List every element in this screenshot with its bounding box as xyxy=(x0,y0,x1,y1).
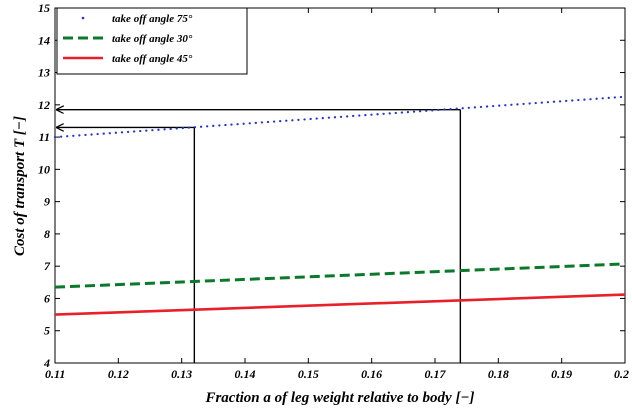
x-tick-label: 0.17 xyxy=(425,367,447,381)
y-tick-label: 9 xyxy=(44,195,50,209)
y-tick-label: 12 xyxy=(38,98,50,112)
x-tick-label: 0.18 xyxy=(488,367,509,381)
y-tick-label: 13 xyxy=(38,66,50,80)
y-tick-label: 11 xyxy=(39,130,50,144)
x-tick-label: 0.16 xyxy=(361,367,382,381)
y-tick-label: 14 xyxy=(38,33,50,47)
series-line-0 xyxy=(53,95,627,139)
y-tick-label: 5 xyxy=(44,324,50,338)
legend-box xyxy=(56,7,248,75)
x-tick-label: 0.2 xyxy=(614,367,629,381)
x-tick-label: 0.11 xyxy=(45,367,65,381)
y-axis-ticks: 4 5 6 7 8 9 10 11 12 13 14 15 xyxy=(38,1,625,370)
y-tick-label: 4 xyxy=(43,356,50,370)
y-axis-title: Cost of transport T [−] xyxy=(12,116,28,256)
x-tick-label: 0.12 xyxy=(108,367,129,381)
series-line-1 xyxy=(54,262,626,289)
y-tick-label: 15 xyxy=(38,1,50,15)
y-tick-label: 10 xyxy=(38,162,50,176)
x-axis-title: Fraction a of leg weight relative to bod… xyxy=(204,390,474,406)
legend-label-0: take off angle 75° xyxy=(112,13,193,25)
reference-markers xyxy=(56,110,462,363)
y-tick-label: 6 xyxy=(44,291,50,305)
legend: take off angle 75° take off angle 30° take… xyxy=(56,7,248,75)
legend-label-2: take off angle 45° xyxy=(112,53,193,65)
x-axis-ticks: 0.11 0.12 0.13 0.14 0.15 0.16 0.17 0.18 0.19 0.2 xyxy=(45,8,629,381)
x-tick-label: 0.13 xyxy=(171,367,192,381)
x-tick-label: 0.14 xyxy=(235,367,256,381)
data-series xyxy=(53,95,627,316)
legend-swatch-0 xyxy=(81,16,85,20)
y-tick-label: 8 xyxy=(44,227,50,241)
x-tick-label: 0.19 xyxy=(551,367,572,381)
x-tick-label: 0.15 xyxy=(298,367,319,381)
y-tick-label: 7 xyxy=(44,259,51,273)
legend-label-1: take off angle 30° xyxy=(112,33,193,45)
series-line-2 xyxy=(54,293,626,316)
